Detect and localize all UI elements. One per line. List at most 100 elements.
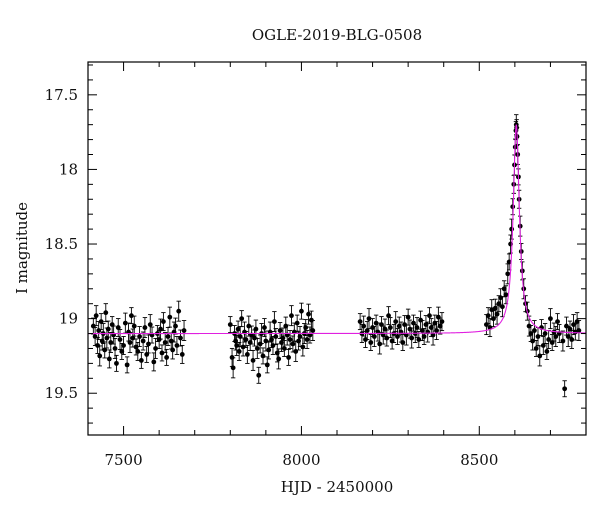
point-marker [254,346,260,351]
point-marker [306,311,311,317]
point-marker [127,340,133,345]
point-marker [400,340,406,345]
point-marker [509,226,515,232]
point-marker [364,328,370,333]
point-marker [386,313,391,319]
point-marker [565,334,571,339]
data-point [127,332,133,353]
point-marker [271,319,277,325]
data-point [276,348,282,370]
point-marker [273,334,279,339]
point-marker [414,325,420,330]
data-point [421,328,427,345]
x-tick-label: 7500 [104,451,142,469]
point-marker [97,353,103,359]
data-point [256,366,262,384]
data-point [131,315,137,337]
point-marker [300,344,306,350]
data-point [250,349,256,371]
data-point [147,314,153,336]
point-marker [99,338,105,344]
point-marker [371,334,377,339]
point-marker [553,334,559,339]
point-marker [428,325,434,330]
data-point [142,317,148,339]
point-marker [119,349,125,354]
data-point [98,313,104,331]
data-point [560,330,566,352]
data-point [174,336,180,355]
point-marker [146,341,151,347]
point-marker [137,334,142,339]
point-marker [147,322,153,327]
point-marker [114,360,119,366]
data-point [377,333,383,355]
point-marker [421,334,427,339]
point-marker [153,346,158,351]
point-marker [181,328,187,333]
point-marker [405,314,411,320]
point-marker [105,326,111,332]
point-marker [500,304,505,310]
point-marker [532,328,537,333]
data-point [97,345,103,367]
data-point [299,302,304,320]
data-point [140,331,146,351]
axis-ticks: 7500 8000 8500 17.5 18 18.5 19 19.5 [45,62,587,469]
model-curve [88,124,587,335]
point-marker [102,347,108,353]
y-tick-label: 18 [59,160,78,178]
x-tick-label: 8500 [460,451,498,469]
point-marker [377,341,383,347]
point-marker [167,314,173,320]
point-marker [294,320,300,326]
data-point [103,303,109,323]
point-marker [396,323,402,329]
point-marker [161,319,166,325]
point-marker [124,362,130,368]
point-marker [260,353,266,359]
data-point [254,338,260,359]
point-marker [128,313,134,319]
data-point [509,218,515,240]
point-marker [427,313,432,319]
data-point [124,356,130,374]
point-marker [537,353,543,359]
point-marker [496,301,502,307]
point-marker [235,326,241,332]
point-marker [303,325,309,330]
data-point [286,348,292,366]
point-marker [176,308,182,314]
data-point [114,354,119,372]
data-point [405,308,411,326]
point-marker [164,355,170,360]
data-point [137,326,142,347]
x-tick-label: 8000 [282,451,320,469]
y-tick-label: 19 [59,310,78,328]
point-marker [256,372,262,378]
point-marker [533,346,539,351]
data-point [294,314,300,332]
point-marker [506,259,512,265]
point-marker [121,343,126,348]
point-marker [368,340,374,345]
data-point [289,305,294,327]
point-marker [366,316,372,322]
data-point [239,310,245,328]
data-point [93,305,99,327]
point-marker [174,343,180,348]
point-marker [280,335,286,341]
point-marker [492,305,498,311]
point-marker [240,344,246,350]
point-marker [115,325,121,330]
data-point [439,312,445,332]
point-marker [117,337,123,342]
data-point [384,329,390,347]
x-axis-label: HJD - 2450000 [281,478,394,496]
point-marker [310,328,316,333]
point-marker [122,320,128,326]
point-marker [546,337,552,342]
point-marker [560,338,566,344]
y-tick-label: 18.5 [45,235,78,253]
